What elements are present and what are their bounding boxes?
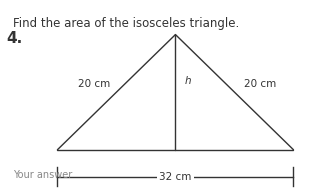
Text: 32 cm: 32 cm [159, 172, 192, 182]
Text: 20 cm: 20 cm [244, 79, 276, 89]
Text: h: h [185, 76, 192, 86]
Text: Find the area of the isosceles triangle.: Find the area of the isosceles triangle. [13, 17, 239, 30]
Text: 4.: 4. [6, 31, 23, 46]
Text: 20 cm: 20 cm [78, 79, 110, 89]
Text: Your answer: Your answer [13, 170, 72, 180]
